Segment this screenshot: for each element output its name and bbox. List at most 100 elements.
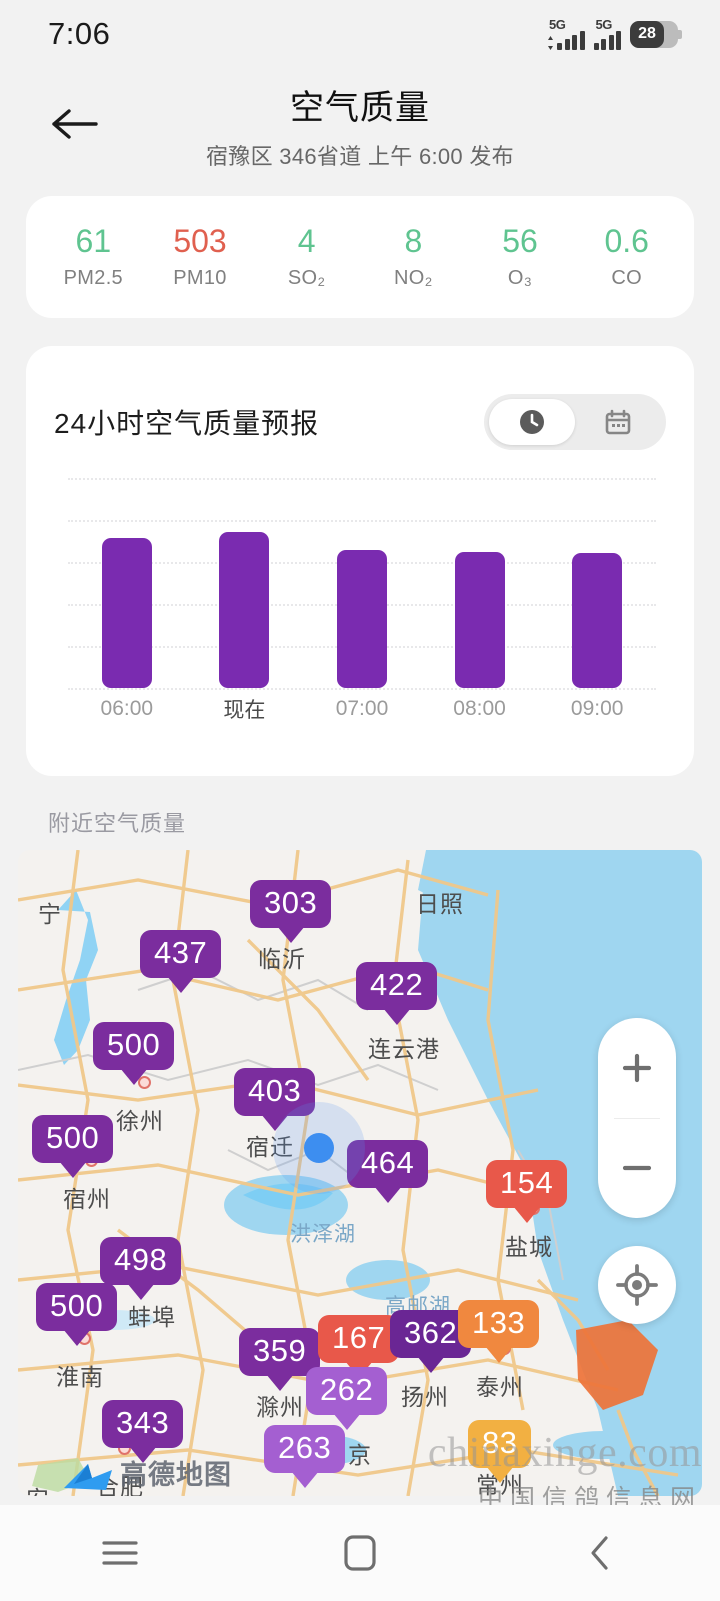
- status-bar: 7:06 5G 5G 28: [0, 0, 720, 68]
- toggle-hourly[interactable]: [489, 399, 575, 445]
- system-navbar: [0, 1505, 720, 1601]
- chart-x-label: 07:00: [335, 697, 389, 720]
- map-city-label: 宿州: [63, 1186, 111, 1212]
- gridline: [68, 688, 656, 690]
- marker-tail: [128, 1446, 157, 1464]
- chart-bar-item[interactable]: [421, 478, 539, 688]
- pollutant-card: 61 PM2.5 503 PM10 4 SO₂ 8 NO₂ 56 O₃ 0.6 CO: [26, 196, 694, 318]
- map-city-label: 泰州: [476, 1374, 524, 1400]
- marker-tail: [126, 1283, 155, 1301]
- page-header: 空气质量 宿豫区 346省道 上午 6:00 发布: [0, 68, 720, 174]
- map-aqi-marker[interactable]: 500: [93, 1022, 175, 1086]
- chart-bar: [454, 551, 505, 688]
- map-city-label: 宁: [38, 901, 62, 927]
- toggle-daily[interactable]: [575, 399, 661, 445]
- forecast-mode-toggle[interactable]: [484, 394, 666, 450]
- pollutant-item: 61 PM2.5: [40, 222, 147, 290]
- pollutant-name: O₃: [507, 267, 533, 290]
- map-zoom-controls[interactable]: [598, 1018, 676, 1218]
- chart-bar: [572, 553, 623, 688]
- map-aqi-marker[interactable]: 154: [486, 1160, 568, 1224]
- map-city-label: 蚌埠: [128, 1304, 176, 1330]
- map-aqi-marker[interactable]: 464: [347, 1140, 429, 1204]
- nav-recents-button[interactable]: [60, 1518, 180, 1588]
- current-location-dot: [304, 1133, 334, 1163]
- clock-icon: [520, 410, 544, 434]
- forecast-header: 24小时空气质量预报: [54, 346, 666, 450]
- marker-tail: [58, 1161, 87, 1179]
- chevron-left-icon: [591, 1536, 608, 1570]
- signal-5g-icon-2: 5G: [593, 17, 621, 50]
- map-aqi-marker[interactable]: 500: [32, 1115, 114, 1179]
- page-subtitle: 宿豫区 346省道 上午 6:00 发布: [206, 144, 514, 169]
- chart-bar: [101, 538, 152, 688]
- map-aqi-marker[interactable]: 498: [100, 1237, 182, 1301]
- map-aqi-marker[interactable]: 359: [239, 1328, 321, 1392]
- pollutant-value: 0.6: [604, 222, 649, 259]
- nav-back-button[interactable]: [540, 1518, 660, 1588]
- calendar-icon: [605, 409, 631, 435]
- chart-bar: [336, 550, 387, 688]
- pollutant-value: 503: [173, 222, 227, 259]
- battery-level: 28: [630, 20, 664, 48]
- map-aqi-marker[interactable]: 437: [140, 930, 222, 994]
- map-aqi-marker[interactable]: 403: [234, 1068, 316, 1132]
- forecast-card: 24小时空气质量预报: [26, 346, 694, 776]
- pollutant-value: 56: [502, 222, 538, 259]
- map-city-label: 盐城: [505, 1234, 553, 1260]
- zoom-in-button[interactable]: [598, 1018, 676, 1118]
- crosshair-icon: [616, 1264, 658, 1306]
- nearby-air-quality-label: 附近空气质量: [48, 811, 187, 836]
- forecast-chart: 06:00 现在 07:00 08:00 09:00: [54, 478, 666, 728]
- amap-logo-icon: [64, 1464, 112, 1490]
- map-aqi-marker[interactable]: 422: [356, 962, 438, 1026]
- map-aqi-marker[interactable]: 167: [318, 1315, 400, 1379]
- pollutant-item: 8 NO₂: [360, 222, 467, 290]
- data-transfer-icon: [548, 35, 553, 50]
- marker-tail: [62, 1329, 91, 1347]
- chart-bar-item[interactable]: [186, 478, 304, 688]
- chart-x-label: 06:00: [100, 697, 154, 720]
- map-aqi-marker[interactable]: 262: [306, 1367, 388, 1431]
- zoom-divider: [614, 1117, 660, 1119]
- map-city-label: 临沂: [258, 946, 306, 972]
- map-aqi-marker[interactable]: 263: [264, 1425, 346, 1489]
- marker-tail: [290, 1471, 319, 1489]
- map-aqi-marker[interactable]: 133: [458, 1300, 540, 1364]
- marker-tail: [382, 1008, 411, 1026]
- forecast-title: 24小时空气质量预报: [54, 408, 320, 439]
- map-aqi-marker[interactable]: 343: [102, 1400, 184, 1464]
- map-aqi-marker[interactable]: 83: [468, 1420, 532, 1484]
- map-aqi-marker[interactable]: 500: [36, 1283, 118, 1347]
- chart-bar-item[interactable]: [68, 478, 186, 688]
- locate-me-button[interactable]: [598, 1246, 676, 1324]
- marker-tail: [484, 1346, 513, 1364]
- nav-home-button[interactable]: [300, 1518, 420, 1588]
- air-quality-map[interactable]: 宁日照临沂连云港徐州宿迁宿州洪泽湖盐城蚌埠高邮湖淮南泰州扬州滁州京常州合肥安 3…: [18, 850, 702, 1496]
- map-city-label: 徐州: [116, 1108, 164, 1134]
- zoom-out-button[interactable]: [598, 1119, 676, 1219]
- map-city-label: 淮南: [56, 1364, 104, 1390]
- minus-icon: [622, 1166, 652, 1171]
- map-aqi-marker[interactable]: 303: [250, 880, 332, 944]
- page-title: 空气质量: [290, 89, 430, 127]
- map-aqi-marker[interactable]: 362: [390, 1310, 472, 1374]
- chart-bar-item[interactable]: [303, 478, 421, 688]
- chart-bar: [219, 532, 270, 688]
- pollutant-item: 4 SO₂: [253, 223, 360, 290]
- gridline: [68, 520, 656, 522]
- chart-bar-item[interactable]: [538, 478, 656, 688]
- pollutant-value: 61: [75, 222, 112, 259]
- map-city-label: 京: [348, 1442, 372, 1468]
- gridline: [68, 478, 656, 480]
- chart-x-label: 09:00: [570, 697, 624, 720]
- home-square-icon: [344, 1535, 376, 1571]
- back-button[interactable]: [42, 98, 106, 150]
- map-city-label: 扬州: [401, 1384, 449, 1410]
- map-city-label: 洪泽湖: [290, 1223, 356, 1246]
- marker-tail: [166, 976, 195, 994]
- map-city-label: 滁州: [256, 1394, 304, 1420]
- pollutant-value: 8: [404, 222, 423, 259]
- map-city-label: 安: [26, 1480, 50, 1496]
- marker-tail: [416, 1356, 445, 1374]
